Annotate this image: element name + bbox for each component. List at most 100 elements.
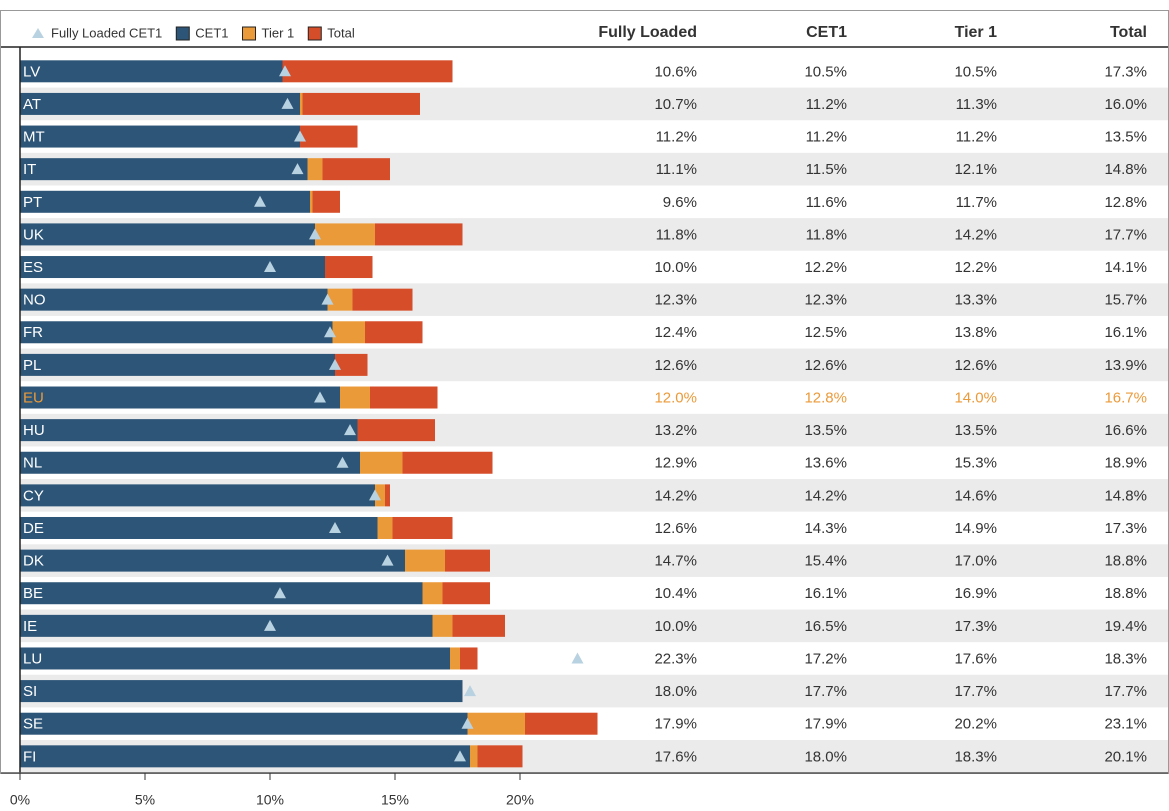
table-cell: 16.5%: [804, 618, 847, 635]
bar-tier1: [315, 223, 375, 246]
category-label: FR: [23, 324, 43, 341]
table-cell: 11.2%: [806, 96, 847, 113]
fully-loaded-marker: [571, 652, 584, 664]
bar-cet1: [20, 614, 433, 637]
category-label: NO: [23, 292, 46, 309]
category-label: ES: [23, 259, 43, 276]
table-cell: 17.3%: [1104, 63, 1147, 80]
table-cell: 10.0%: [654, 618, 697, 635]
bar-cet1: [20, 256, 325, 279]
table-cell: 16.6%: [1104, 422, 1147, 439]
table-cell: 12.8%: [1104, 194, 1147, 211]
x-tick-label: 0%: [10, 792, 30, 808]
category-label: UK: [23, 226, 44, 243]
legend-label: Tier 1: [262, 25, 295, 40]
bar-total: [375, 223, 463, 246]
table-cell: 11.6%: [806, 194, 847, 211]
table-cell: 18.8%: [1104, 585, 1147, 602]
table-cell: 15.4%: [804, 553, 847, 570]
table-cell: 12.6%: [654, 357, 697, 374]
table-cell: 14.2%: [954, 226, 997, 243]
table-cell: 17.6%: [954, 650, 997, 667]
x-tick-label: 10%: [256, 792, 284, 808]
table-cell: 10.0%: [654, 259, 697, 276]
table-cell: 12.5%: [804, 324, 847, 341]
category-label: HU: [23, 422, 45, 439]
bar-tier1: [327, 288, 353, 311]
bar-cet1: [20, 516, 378, 539]
table-cell: 12.8%: [804, 389, 847, 406]
x-tick-label: 20%: [506, 792, 534, 808]
table-cell: 13.6%: [804, 455, 847, 472]
bar-total: [357, 419, 435, 442]
bar-tier1: [360, 451, 403, 474]
fully-loaded-marker: [274, 587, 286, 599]
table-cell: 16.0%: [1104, 96, 1147, 113]
fully-loaded-marker: [291, 163, 304, 175]
bar-total: [302, 92, 420, 115]
x-tick-label: 15%: [381, 792, 409, 808]
table-cell: 14.9%: [954, 520, 997, 537]
table-cell: 18.3%: [1104, 650, 1147, 667]
column-header: Tier 1: [955, 24, 998, 41]
bar-cet1: [20, 60, 283, 83]
fully-loaded-marker: [329, 358, 341, 370]
category-label: LU: [23, 650, 42, 667]
table-cell: 17.3%: [1104, 520, 1147, 537]
bar-total: [477, 745, 523, 768]
table-cell: 17.7%: [1104, 683, 1147, 700]
fully-loaded-marker: [336, 456, 349, 468]
table-cell: 11.2%: [956, 129, 997, 146]
bar-cet1: [20, 647, 450, 670]
table-cell: 18.3%: [954, 748, 997, 765]
bar-total: [370, 386, 438, 409]
fully-loaded-marker: [369, 489, 381, 501]
table-cell: 14.1%: [1104, 259, 1147, 276]
bar-total: [335, 353, 368, 376]
bar-cet1: [20, 680, 463, 703]
bar-cet1: [20, 386, 340, 409]
table-cell: 12.6%: [804, 357, 847, 374]
bar-tier1: [467, 712, 525, 735]
bar-cet1: [20, 582, 423, 605]
table-cell: 18.8%: [1104, 553, 1147, 570]
fully-loaded-marker: [381, 554, 394, 566]
fully-loaded-marker: [279, 65, 291, 77]
table-cell: 13.9%: [1104, 357, 1147, 374]
category-label: NL: [23, 455, 42, 472]
bar-total: [385, 484, 390, 507]
table-cell: 12.3%: [654, 292, 697, 309]
bar-tier1: [432, 614, 453, 637]
fully-loaded-marker: [314, 391, 326, 403]
category-label: PL: [23, 357, 41, 374]
fully-loaded-marker: [264, 261, 276, 273]
bar-cet1: [20, 712, 468, 735]
table-cell: 17.9%: [804, 716, 847, 733]
table-cell: 10.5%: [954, 63, 997, 80]
table-cell: 12.9%: [654, 455, 697, 472]
table-cell: 16.1%: [1104, 324, 1147, 341]
legend-swatch: [242, 26, 257, 41]
table-cell: 15.3%: [954, 455, 997, 472]
bar-cet1: [20, 419, 358, 442]
table-cell: 11.2%: [806, 129, 847, 146]
table-cell: 11.3%: [956, 96, 997, 113]
column-header: Fully Loaded: [598, 24, 697, 41]
bar-cet1: [20, 288, 328, 311]
table-cell: 12.1%: [954, 161, 997, 178]
table-cell: 17.0%: [954, 553, 997, 570]
bar-total: [352, 288, 413, 311]
category-label: IE: [23, 618, 37, 635]
bar-total: [460, 647, 478, 670]
table-cell: 12.2%: [954, 259, 997, 276]
table-cell: 17.7%: [954, 683, 997, 700]
category-label: BE: [23, 585, 43, 602]
bar-total: [322, 158, 390, 181]
table-cell: 10.4%: [654, 585, 697, 602]
table-cell: 17.7%: [1104, 226, 1147, 243]
table-cell: 11.8%: [656, 226, 697, 243]
category-label: MT: [23, 129, 45, 146]
table-cell: 11.8%: [806, 226, 847, 243]
table-cell: 20.2%: [954, 716, 997, 733]
